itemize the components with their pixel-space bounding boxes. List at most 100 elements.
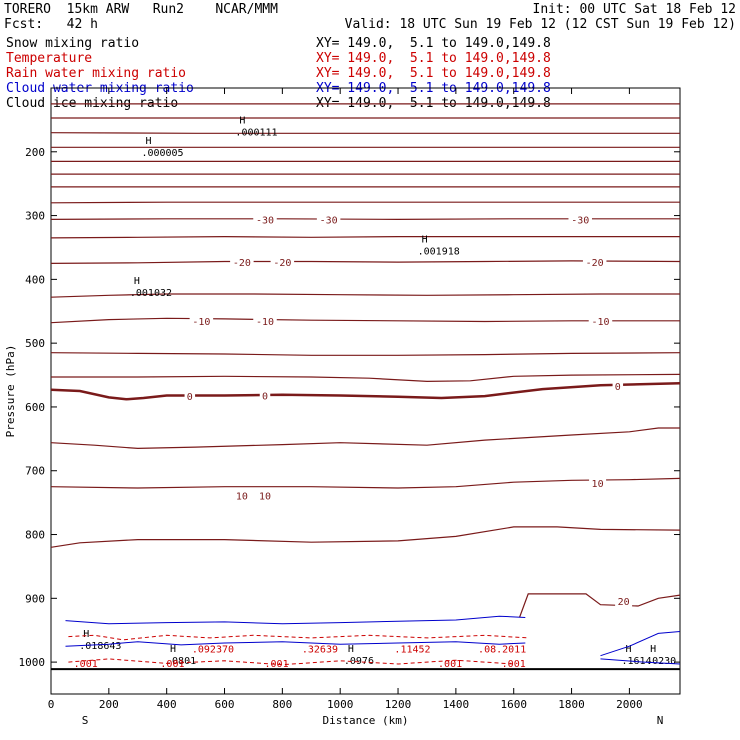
contour-label-bg	[612, 379, 624, 392]
legend-label: Temperature	[6, 51, 93, 66]
contour-label: 10	[592, 479, 604, 490]
contour-label: 10	[236, 492, 248, 503]
x-tick-label: 1800	[558, 698, 585, 711]
rain-value-label: .001	[74, 659, 98, 670]
y-tick-label: 1000	[19, 656, 46, 669]
temperature-contour-line	[51, 373, 681, 383]
contour-label-bg	[189, 314, 214, 327]
legend-xy: XY= 149.0, 5.1 to 149.0,149.8	[316, 66, 551, 81]
contour-label: -30	[320, 215, 338, 226]
y-tick-label: 900	[25, 592, 45, 605]
x-tick-label: 400	[157, 698, 177, 711]
x-tick-label: 600	[215, 698, 235, 711]
contour-label: 0	[262, 391, 268, 402]
temperature-contour-line	[50, 477, 681, 489]
contour-label-bg	[230, 256, 254, 269]
max-value: .0230	[646, 656, 676, 667]
legend-label: Snow mixing ratio	[6, 36, 140, 51]
max-value: .0976	[344, 656, 374, 667]
y-tick-label: 300	[25, 210, 45, 223]
temperature-contour-line	[50, 132, 680, 134]
contour-label: -30	[256, 215, 274, 226]
rain-value-label: .08.2011	[478, 645, 526, 656]
rain-value-label: .32639	[302, 645, 338, 656]
header-forecast: Fcst: 42 h	[4, 17, 98, 32]
temperature-contour-line	[50, 352, 681, 356]
south-end-label: S	[82, 714, 89, 727]
contour-label: -20	[586, 258, 604, 269]
contour-label: 0	[187, 392, 193, 403]
temperature-contour-line	[50, 235, 680, 239]
max-symbol: H	[83, 629, 89, 640]
max-symbol: H	[145, 136, 151, 147]
plot-frame	[50, 87, 681, 695]
contour-label: -10	[591, 317, 609, 328]
contour-label: -30	[571, 215, 589, 226]
rain-value-label: .001	[160, 659, 184, 670]
max-symbol: H	[348, 644, 354, 655]
contour-label: 20	[618, 597, 630, 608]
contour-label: -10	[256, 317, 274, 328]
y-tick-label: 400	[25, 273, 45, 286]
x-tick-label: 2000	[616, 698, 643, 711]
max-symbol: H	[170, 644, 176, 655]
x-tick-label: 800	[272, 698, 292, 711]
contour-label-bg	[184, 390, 196, 403]
x-tick-label: 1200	[385, 698, 412, 711]
max-value: .000005	[141, 148, 183, 159]
contour-label-bg	[253, 314, 277, 327]
x-axis: 0 200 400 600 800 1000 1200 1400 1600 1800 2000Dis…	[48, 88, 664, 727]
rain-water-line	[68, 658, 514, 666]
max-labels: H.000111H.000005H.001918H.001032H.1614H.…	[79, 115, 676, 667]
contour-label-bg	[582, 256, 607, 269]
contour-label-bg	[270, 256, 295, 269]
max-symbol: H	[239, 115, 245, 126]
max-value: .000111	[235, 127, 277, 138]
contour-label: -20	[233, 258, 251, 269]
max-symbol: H	[626, 644, 632, 655]
contour-labels: 0 0 0 -10 -10 -10 -20 -20 -20 -30 -30 -30 10 10 10 20	[184, 213, 633, 608]
contour-label-bg	[589, 476, 607, 489]
contour-label-bg	[568, 213, 592, 226]
contour-label-bg	[259, 389, 271, 402]
header-valid: Valid: 18 UTC Sun 19 Feb 12 (12 CST Sun …	[344, 17, 736, 32]
rain-value-label: .001	[438, 659, 462, 670]
temperature-contour-line	[50, 201, 680, 204]
rain-water-line	[68, 634, 529, 641]
cloud-water-contours	[65, 615, 681, 665]
contour-label-bg	[588, 314, 613, 327]
temperature-contour-line	[50, 382, 681, 401]
contour-label-bg	[233, 489, 251, 502]
y-tick-label: 800	[25, 529, 45, 542]
contour-label: -10	[192, 317, 210, 328]
temperature-contours	[50, 103, 681, 618]
rain-value-label: .092370	[192, 645, 234, 656]
x-tick-label: 1600	[500, 698, 527, 711]
rain-value-label: .11452	[394, 645, 430, 656]
legend-xy: XY= 149.0, 5.1 to 149.0,149.8	[316, 51, 551, 66]
north-end-label: N	[657, 714, 664, 727]
header-title: TORERO 15km ARW Run2 NCAR/MMM	[4, 2, 278, 17]
y-tick-label: 600	[25, 401, 45, 414]
cloud-water-line	[600, 631, 681, 657]
cloud-water-line	[65, 641, 526, 647]
header-init: Init: 00 UTC Sat 18 Feb 12	[532, 2, 737, 17]
legend-label: Rain water mixing ratio	[6, 66, 187, 81]
contour-label: 0	[615, 382, 621, 393]
x-tick-label: 200	[99, 698, 119, 711]
rain-value-label: .001	[265, 659, 289, 670]
temperature-contour-line	[50, 260, 681, 264]
contour-label: -20	[273, 258, 291, 269]
temperature-contour-line	[50, 526, 681, 548]
legend-xy: XY= 149.0, 5.1 to 149.0,149.8	[316, 36, 551, 51]
max-value: .0801	[166, 656, 196, 667]
max-value: .001918	[418, 247, 460, 258]
y-tick-label: 700	[25, 465, 45, 478]
contour-label-bg	[253, 213, 277, 226]
temperature-contour-line	[50, 317, 680, 324]
y-tick-label: 200	[25, 146, 45, 159]
cloud-water-line	[65, 615, 526, 625]
max-symbol: H	[650, 644, 656, 655]
contour-label: 10	[259, 492, 271, 503]
